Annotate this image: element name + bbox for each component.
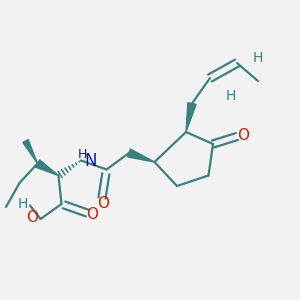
Text: O: O bbox=[238, 128, 250, 142]
Text: H: H bbox=[253, 52, 263, 65]
Text: H: H bbox=[78, 148, 87, 161]
Polygon shape bbox=[186, 103, 196, 132]
Polygon shape bbox=[128, 149, 154, 162]
Text: H: H bbox=[226, 89, 236, 103]
Text: O: O bbox=[86, 207, 98, 222]
Text: O: O bbox=[26, 210, 38, 225]
Text: N: N bbox=[85, 152, 97, 169]
Polygon shape bbox=[35, 160, 58, 176]
Polygon shape bbox=[23, 140, 38, 164]
Text: H: H bbox=[17, 197, 28, 211]
Text: O: O bbox=[98, 196, 110, 211]
